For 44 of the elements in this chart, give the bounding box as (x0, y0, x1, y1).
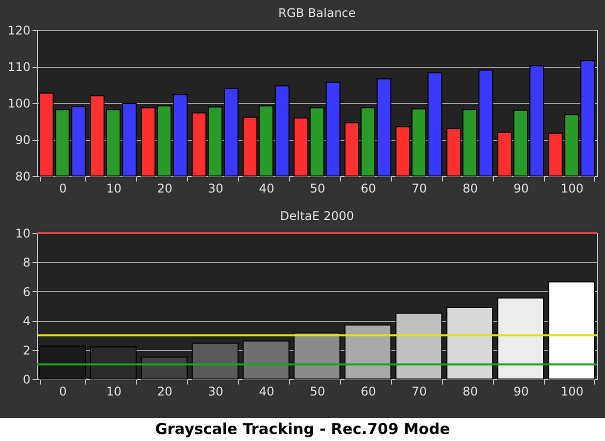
bar (446, 306, 494, 380)
bar (497, 297, 544, 380)
bar (294, 332, 340, 380)
x-tick-label: 90 (513, 384, 529, 398)
y-tick-label: 8 (22, 256, 30, 270)
bar (140, 356, 188, 380)
bar (344, 324, 392, 380)
x-tick-label: 10 (106, 182, 122, 196)
bar (548, 281, 595, 380)
x-tick-label: 20 (157, 182, 172, 196)
x-tick-label: 70 (412, 182, 427, 196)
bar (242, 340, 290, 380)
x-tick-label: 0 (59, 384, 67, 398)
y-tick-label: 2 (22, 343, 30, 358)
x-tick-label: 20 (157, 384, 172, 398)
y-tick-label: 0 (22, 372, 30, 386)
x-tick-label: 40 (258, 182, 274, 196)
bar (192, 342, 239, 380)
y-tick-label: 80 (15, 170, 30, 184)
y-tick-label: 110 (8, 60, 30, 74)
y-tick-label: 10 (15, 226, 30, 240)
y-tick-label: 90 (15, 133, 30, 147)
x-tick-label: 10 (106, 384, 122, 398)
x-tick-label: 50 (310, 182, 326, 196)
text: Grayscale Tracking - Rec.709 Mode (154, 420, 451, 438)
x-tick-label: 80 (462, 384, 478, 398)
x-tick-label: 40 (258, 384, 274, 398)
x-tick-label: 50 (310, 384, 326, 398)
x-tick-label: 30 (208, 384, 224, 398)
x-tick-label: 60 (360, 384, 376, 398)
y-tick-label: 120 (8, 24, 30, 38)
x-tick-label: 0 (59, 182, 67, 196)
y-tick-label: 100 (8, 96, 30, 110)
x-tick-label: 70 (412, 384, 427, 398)
x-tick-label: 30 (208, 182, 224, 196)
chart-title: DeltaE 2000 (280, 209, 354, 223)
x-tick-label: 80 (462, 182, 478, 196)
x-tick-label: 100 (560, 182, 584, 196)
x-tick-label: 90 (513, 182, 529, 196)
x-tick-label: 60 (360, 182, 376, 196)
x-tick-label: 100 (560, 384, 584, 398)
y-tick-label: 6 (22, 284, 30, 299)
y-tick-label: 4 (22, 314, 30, 328)
chart-title: RGB Balance (278, 6, 356, 20)
